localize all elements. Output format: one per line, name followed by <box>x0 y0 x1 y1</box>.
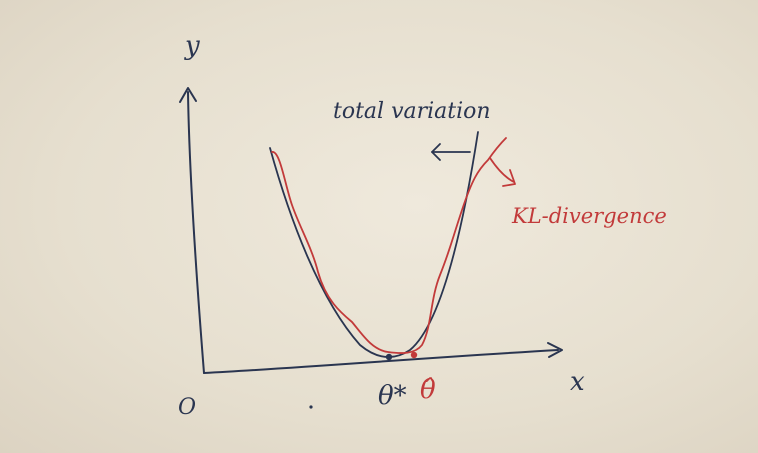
kl-divergence-label: KL-divergence <box>511 204 667 228</box>
total-variation-label: total variation <box>333 99 491 124</box>
kl-divergence-pointer <box>489 157 515 183</box>
x-axis-arrowhead <box>547 342 563 358</box>
kl-divergence-curve <box>271 137 507 354</box>
total-variation-pointer-head <box>431 143 441 161</box>
theta-hat-label: θ̂ <box>420 375 436 405</box>
theta-hat-point <box>410 351 418 359</box>
origin-label: O <box>178 395 196 420</box>
total-variation-curve <box>269 131 479 358</box>
y-axis-arrowhead <box>179 87 197 103</box>
y-axis-line <box>187 91 205 374</box>
x-axis-label: x <box>570 367 585 397</box>
y-axis-label: y <box>184 31 200 61</box>
theta-star-label: θ* <box>378 381 407 411</box>
stray-dot <box>309 405 313 409</box>
x-axis-line <box>203 349 559 374</box>
kl-divergence-pointer-head <box>502 169 516 187</box>
theta-star-point <box>385 353 393 361</box>
